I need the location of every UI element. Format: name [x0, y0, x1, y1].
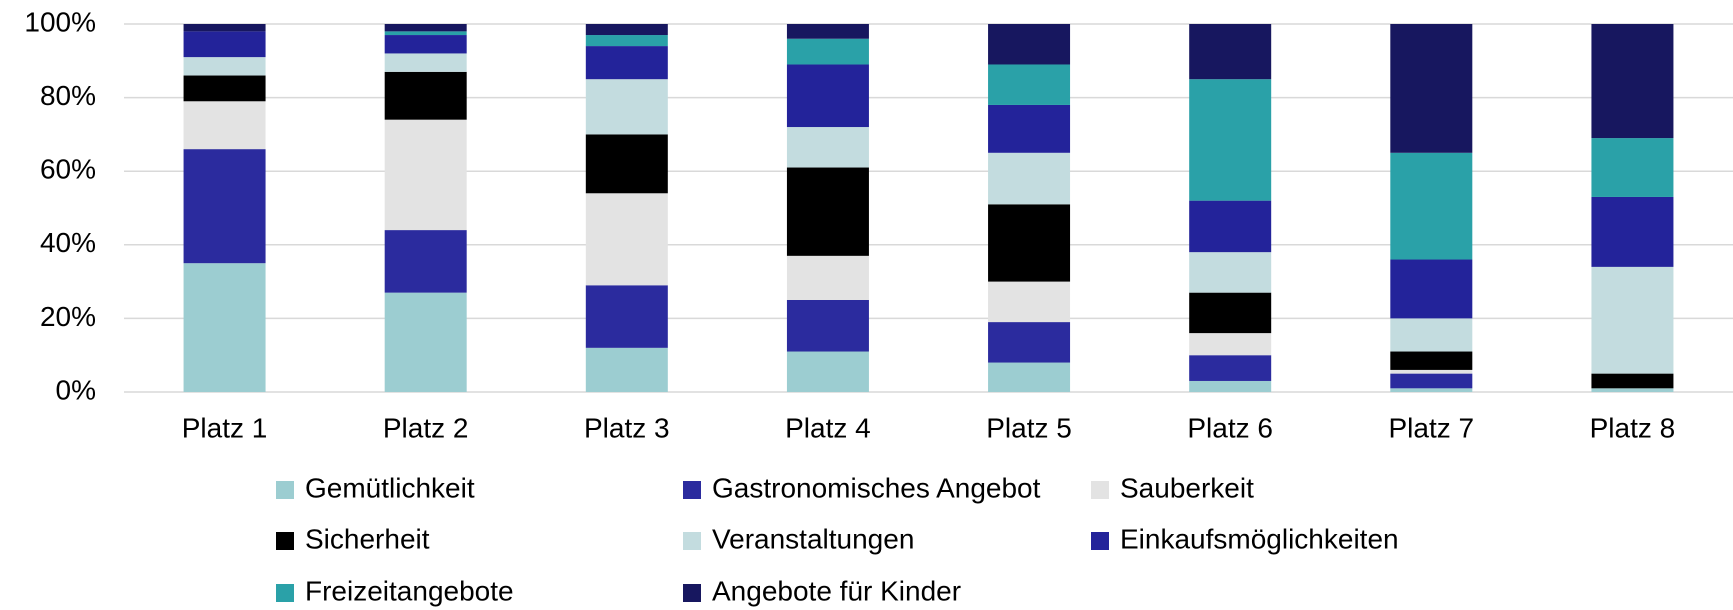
bar-segment	[183, 75, 266, 102]
bar-segment	[384, 119, 467, 231]
x-tick-label: Platz 5	[986, 412, 1072, 443]
bar-segment	[1390, 259, 1473, 319]
bar-segment	[384, 35, 467, 54]
x-tick-label: Platz 4	[785, 412, 871, 443]
bar-segment	[988, 322, 1071, 363]
bar-segment	[585, 35, 668, 47]
bar-segment	[384, 24, 467, 32]
bar-segment	[1189, 292, 1272, 334]
legend-label: Sauberkeit	[1120, 472, 1254, 503]
bar-segment	[988, 152, 1071, 205]
bar-segment	[183, 57, 266, 76]
bar-segment	[1189, 355, 1272, 381]
legend-swatch	[276, 532, 294, 550]
legend-label: Einkaufsmöglichkeiten	[1120, 523, 1399, 554]
legend-swatch	[683, 584, 701, 602]
bar-segment	[988, 64, 1071, 105]
bar-segment	[786, 38, 869, 65]
y-tick-label: 100%	[24, 6, 96, 37]
bar-segment	[1390, 369, 1473, 374]
bar-segment	[585, 347, 668, 392]
bar-segment	[384, 292, 467, 392]
bar-segment	[988, 104, 1071, 153]
bar-segment	[585, 46, 668, 80]
bar-segment	[585, 134, 668, 194]
bar-segment	[786, 64, 869, 128]
bar-segment	[1591, 388, 1674, 392]
legend-swatch	[1091, 532, 1109, 550]
y-tick-label: 0%	[56, 374, 96, 405]
x-tick-label: Platz 1	[182, 412, 268, 443]
bar-segment	[786, 24, 869, 39]
bar-segment	[585, 24, 668, 36]
bar-segment	[1591, 373, 1674, 389]
bar-segment	[585, 285, 668, 348]
bar-segment	[1591, 138, 1674, 197]
bar-segment	[183, 149, 266, 264]
legend-label: Sicherheit	[305, 523, 430, 554]
bar-segment	[988, 362, 1071, 392]
bar-segment	[183, 24, 266, 32]
bar-segment	[384, 230, 467, 293]
legend-label: Freizeitangebote	[305, 575, 514, 606]
x-tick-label: Platz 8	[1590, 412, 1676, 443]
legend-label: Gastronomisches Angebot	[712, 472, 1041, 503]
bar-segment	[585, 79, 668, 135]
bar-segment	[384, 31, 467, 36]
y-tick-label: 60%	[40, 154, 96, 185]
bar-segment	[1189, 24, 1272, 80]
bar-segment	[786, 300, 869, 352]
bar-segment	[1189, 252, 1272, 293]
bar-segment	[988, 281, 1071, 323]
bar-segment	[183, 31, 266, 58]
bar-segment	[1390, 388, 1473, 392]
x-tick-label: Platz 7	[1389, 412, 1475, 443]
y-tick-label: 40%	[40, 227, 96, 258]
bar-segment	[1390, 318, 1473, 352]
legend-swatch	[683, 481, 701, 499]
bar-segment	[1591, 266, 1674, 374]
bar-segment	[183, 101, 266, 150]
bar-segment	[988, 204, 1071, 282]
bar-segment	[1390, 351, 1473, 370]
bar-segment	[786, 167, 869, 256]
bar-segment	[1189, 333, 1272, 356]
bar-segment	[1189, 79, 1272, 201]
bar-segment	[1591, 196, 1674, 267]
bar-segment	[585, 193, 668, 286]
y-tick-label: 20%	[40, 301, 96, 332]
bar-segment	[384, 71, 467, 120]
bar-segment	[1390, 373, 1473, 389]
bar-segment	[786, 255, 869, 300]
legend-label: Angebote für Kinder	[712, 575, 961, 606]
bar-segment	[384, 53, 467, 72]
bar-segment	[1390, 152, 1473, 260]
y-tick-label: 80%	[40, 80, 96, 111]
bar-segment	[988, 24, 1071, 65]
bar-segment	[1390, 24, 1473, 153]
bar-segment	[786, 127, 869, 168]
bar-segment	[183, 263, 266, 392]
legend-swatch	[683, 532, 701, 550]
x-tick-label: Platz 6	[1187, 412, 1273, 443]
bar-segment	[1189, 200, 1272, 253]
legend-swatch	[276, 584, 294, 602]
legend-label: Gemütlichkeit	[305, 472, 475, 503]
bar-segment	[1189, 380, 1272, 392]
x-tick-label: Platz 3	[584, 412, 670, 443]
legend-swatch	[276, 481, 294, 499]
x-tick-label: Platz 2	[383, 412, 469, 443]
bar-segment	[786, 351, 869, 392]
bar-segment	[1591, 24, 1674, 139]
legend-swatch	[1091, 481, 1109, 499]
legend-label: Veranstaltungen	[712, 523, 914, 554]
